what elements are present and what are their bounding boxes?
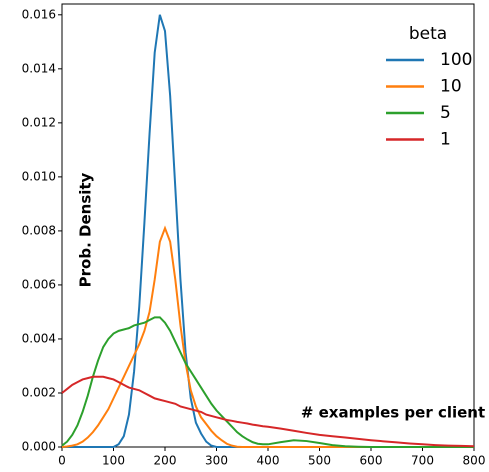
x-tick-label: 0 <box>58 454 66 468</box>
x-tick-label: 200 <box>154 454 177 468</box>
plot-frame <box>61 3 475 448</box>
legend-label: 10 <box>440 77 462 97</box>
x-tick-label: 700 <box>411 454 434 468</box>
x-tick-label: 600 <box>360 454 383 468</box>
series-line <box>62 14 474 448</box>
y-tick-label: 0.000 <box>22 440 56 454</box>
x-tick-label: 500 <box>308 454 331 468</box>
y-tick-label: 0.006 <box>22 277 56 291</box>
y-tick-label: 0.008 <box>22 223 56 237</box>
y-tick-label: 0.004 <box>22 331 56 345</box>
x-tick-label: 100 <box>102 454 125 468</box>
x-tick-label: 300 <box>205 454 228 468</box>
legend-label: 5 <box>440 103 451 123</box>
x-tick-label: 400 <box>257 454 280 468</box>
y-tick-label: 0.010 <box>22 169 56 183</box>
series-line <box>61 316 474 448</box>
series-line <box>61 375 475 448</box>
y-tick-label: 0.002 <box>22 385 56 399</box>
y-tick-label: 0.012 <box>22 115 56 129</box>
y-axis-label: Prob. Density <box>77 172 95 287</box>
legend-title: beta <box>409 24 447 44</box>
x-tick-label: 800 <box>463 454 486 468</box>
y-tick-label: 0.016 <box>22 7 56 21</box>
legend-label: 100 <box>440 50 472 70</box>
x-axis-label: # examples per client <box>301 404 485 422</box>
y-tick-label: 0.014 <box>22 61 56 75</box>
legend-label: 1 <box>440 130 451 150</box>
